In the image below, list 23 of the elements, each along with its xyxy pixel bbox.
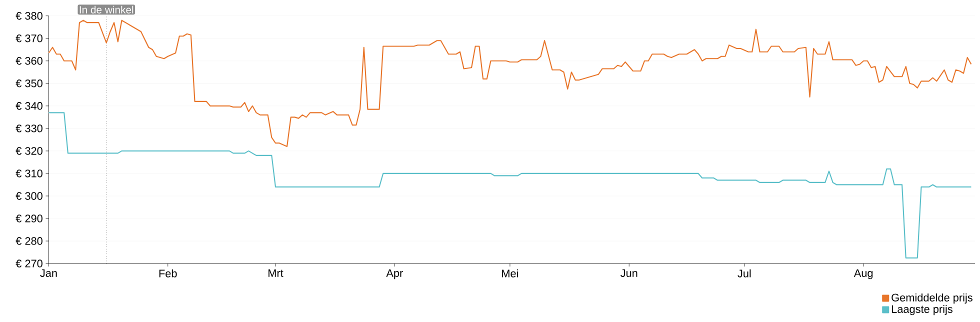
y-tick-label: € 320 xyxy=(16,147,42,155)
x-tick-label: Apr xyxy=(386,269,403,280)
y-tick-label: € 370 xyxy=(16,34,42,42)
x-tick-label: Jan xyxy=(40,269,57,277)
y-tick-label: € 270 xyxy=(16,260,42,268)
ref-line-label: In de winkel xyxy=(80,6,134,14)
y-tick-label: € 280 xyxy=(16,237,42,245)
legend-label: Gemiddelde prijs xyxy=(892,293,972,304)
legend-label: Laagste prijs xyxy=(892,304,952,316)
x-tick-label: Feb xyxy=(159,269,177,278)
y-tick-label: € 310 xyxy=(16,170,42,178)
y-tick-label: € 330 xyxy=(16,124,42,132)
y-tick-label: € 380 xyxy=(16,12,42,20)
y-tick-label: € 360 xyxy=(16,57,42,65)
y-tick-label: € 290 xyxy=(16,214,42,222)
y-tick-label: € 300 xyxy=(16,192,42,200)
x-tick-label: Jul xyxy=(738,269,751,278)
x-tick-label: Jun xyxy=(620,269,638,277)
x-tick-label: Aug xyxy=(854,269,873,280)
x-tick-label: Mei xyxy=(502,269,518,278)
y-tick-label: € 340 xyxy=(16,102,42,110)
y-tick-label: € 350 xyxy=(16,80,42,88)
x-tick-label: Mrt xyxy=(268,269,284,277)
